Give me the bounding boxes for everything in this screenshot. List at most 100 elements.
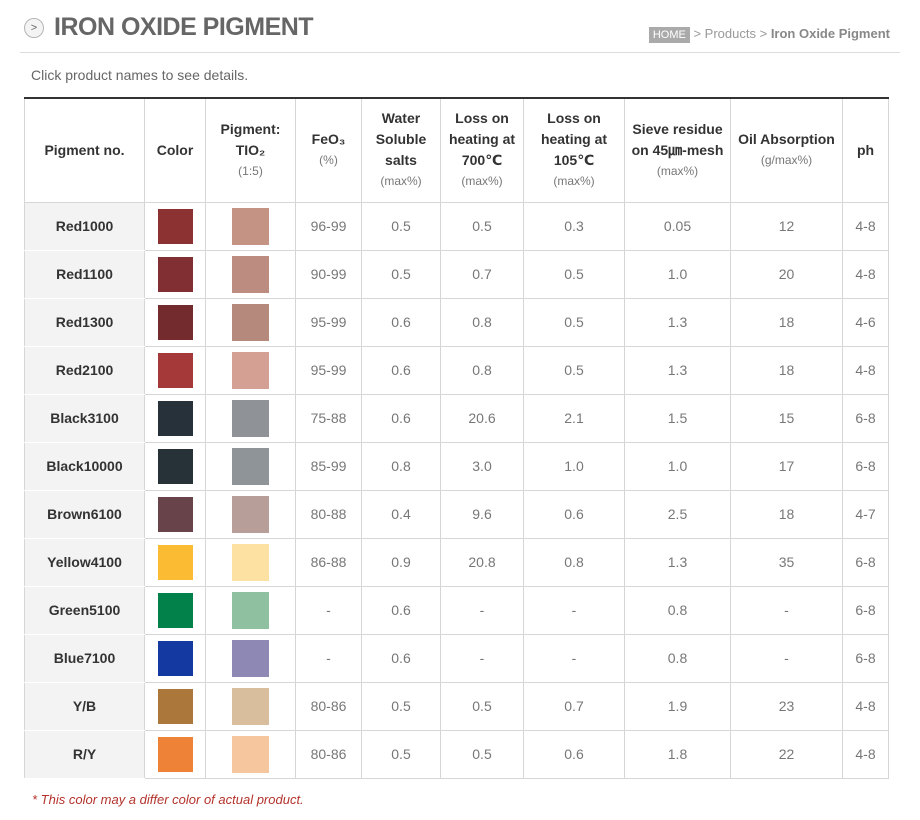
cell-oil-absorption: - xyxy=(730,585,843,635)
table-row: Brown6100 80-88 0.4 9.6 0.6 2.5 18 4-7 xyxy=(24,489,889,539)
cell-loss-105: 0.5 xyxy=(523,297,625,347)
cell-ph: 4-8 xyxy=(842,201,889,251)
tint-swatch xyxy=(232,207,269,245)
table-row: Black3100 75-88 0.6 20.6 2.1 1.5 15 6-8 xyxy=(24,393,889,443)
cell-loss-700: 0.5 xyxy=(440,201,524,251)
column-header-loss-105: Loss on heating at 105℃ (max%) xyxy=(523,97,625,203)
cell-water-soluble-salts: 0.5 xyxy=(361,729,441,779)
tint-cell xyxy=(205,681,296,731)
cell-feo3: 95-99 xyxy=(295,345,362,395)
cell-ph: 4-6 xyxy=(842,297,889,347)
cell-water-soluble-salts: 0.8 xyxy=(361,441,441,491)
tint-cell xyxy=(205,297,296,347)
cell-feo3: 85-99 xyxy=(295,441,362,491)
table-row: Yellow4100 86-88 0.9 20.8 0.8 1.3 35 6-8 xyxy=(24,537,889,587)
color-cell xyxy=(144,489,206,539)
cell-loss-700: 20.6 xyxy=(440,393,524,443)
color-swatch xyxy=(157,592,193,628)
cell-oil-absorption: 23 xyxy=(730,681,843,731)
color-cell xyxy=(144,393,206,443)
column-header-ph: ph xyxy=(842,97,889,203)
cell-water-soluble-salts: 0.9 xyxy=(361,537,441,587)
product-name-link[interactable]: Y/B xyxy=(24,681,145,731)
cell-ph: 6-8 xyxy=(842,585,889,635)
cell-oil-absorption: 35 xyxy=(730,537,843,587)
cell-oil-absorption: 12 xyxy=(730,201,843,251)
cell-loss-105: 0.8 xyxy=(523,537,625,587)
tint-swatch xyxy=(232,687,269,725)
cell-loss-105: 1.0 xyxy=(523,441,625,491)
cell-feo3: 90-99 xyxy=(295,249,362,299)
color-swatch xyxy=(157,208,193,244)
product-name-link[interactable]: Yellow4100 xyxy=(24,537,145,587)
cell-oil-absorption: 20 xyxy=(730,249,843,299)
color-cell xyxy=(144,345,206,395)
cell-sieve-residue: 1.3 xyxy=(624,537,731,587)
column-unit: (1:5) xyxy=(238,163,263,178)
column-unit: (max%) xyxy=(380,174,422,189)
column-label: ph xyxy=(856,141,875,158)
tint-swatch xyxy=(232,447,269,485)
cell-water-soluble-salts: 0.6 xyxy=(361,393,441,443)
breadcrumb-separator: > xyxy=(693,26,702,41)
cell-oil-absorption: 18 xyxy=(730,489,843,539)
chevron-right-icon: > xyxy=(24,18,44,38)
cell-sieve-residue: 0.05 xyxy=(624,201,731,251)
tint-cell xyxy=(205,393,296,443)
cell-oil-absorption: 22 xyxy=(730,729,843,779)
column-header-oil-absorption: Oil Absorption (g/max%) xyxy=(730,97,843,203)
cell-ph: 6-8 xyxy=(842,537,889,587)
cell-sieve-residue: 1.0 xyxy=(624,249,731,299)
color-swatch xyxy=(157,496,193,532)
product-name-link[interactable]: Red2100 xyxy=(24,345,145,395)
color-cell xyxy=(144,249,206,299)
cell-ph: 4-8 xyxy=(842,729,889,779)
page-title: IRON OXIDE PIGMENT xyxy=(54,13,314,41)
column-label: Oil Absorption xyxy=(738,131,835,148)
product-name-link[interactable]: Red1000 xyxy=(24,201,145,251)
tint-swatch xyxy=(232,399,269,437)
color-cell xyxy=(144,585,206,635)
pigment-spec-table: Pigment no. Color Pigment: TIO₂ (1:5) FeO₃ (%… xyxy=(24,97,889,779)
column-header-loss-700: Loss on heating at 700℃ (max%) xyxy=(440,97,524,203)
cell-feo3: 75-88 xyxy=(295,393,362,443)
product-name-link[interactable]: Brown6100 xyxy=(24,489,145,539)
cell-ph: 4-8 xyxy=(842,345,889,395)
product-name-link[interactable]: Blue7100 xyxy=(24,633,145,683)
tint-cell xyxy=(205,729,296,779)
column-header-water-soluble-salts: Water Soluble salts (max%) xyxy=(361,97,441,203)
cell-loss-105: 2.1 xyxy=(523,393,625,443)
breadcrumb-products-link[interactable]: Products xyxy=(704,26,756,41)
cell-ph: 4-8 xyxy=(842,249,889,299)
product-name-link[interactable]: Red1100 xyxy=(24,249,145,299)
product-name-link[interactable]: Red1300 xyxy=(24,297,145,347)
color-cell xyxy=(144,681,206,731)
cell-sieve-residue: 1.3 xyxy=(624,297,731,347)
cell-sieve-residue: 1.8 xyxy=(624,729,731,779)
product-name-link[interactable]: Black10000 xyxy=(24,441,145,491)
product-name-link[interactable]: Black3100 xyxy=(24,393,145,443)
breadcrumb-home-link[interactable]: HOME xyxy=(648,27,690,43)
table-row: Red1300 95-99 0.6 0.8 0.5 1.3 18 4-6 xyxy=(24,297,889,347)
color-swatch xyxy=(157,736,193,772)
color-swatch xyxy=(157,304,193,340)
column-header-pigment-no: Pigment no. xyxy=(24,97,145,203)
cell-sieve-residue: 1.3 xyxy=(624,345,731,395)
table-row: Blue7100-0.6- -0.8-6-8 xyxy=(24,633,889,683)
table-row: Red2100 95-99 0.6 0.8 0.5 1.3 18 4-8 xyxy=(24,345,889,395)
tint-cell xyxy=(205,537,296,587)
product-name-link[interactable]: R/Y xyxy=(24,729,145,779)
product-name-link[interactable]: Green5100 xyxy=(24,585,145,635)
breadcrumb-current: Iron Oxide Pigment xyxy=(770,26,890,41)
color-swatch xyxy=(157,400,193,436)
cell-feo3: 95-99 xyxy=(295,297,362,347)
cell-sieve-residue: 2.5 xyxy=(624,489,731,539)
cell-loss-700: 0.5 xyxy=(440,681,524,731)
table-header-row: Pigment no. Color Pigment: TIO₂ (1:5) FeO₃ (%… xyxy=(24,97,889,203)
cell-sieve-residue: 1.9 xyxy=(624,681,731,731)
color-cell xyxy=(144,729,206,779)
page-header: > IRON OXIDE PIGMENT HOME > Products > I… xyxy=(20,0,900,53)
color-swatch xyxy=(157,640,193,676)
table-row: Green5100-0.6- -0.8-6-8 xyxy=(24,585,889,635)
column-label: Sieve residue on 45㎛-mesh xyxy=(631,120,724,158)
